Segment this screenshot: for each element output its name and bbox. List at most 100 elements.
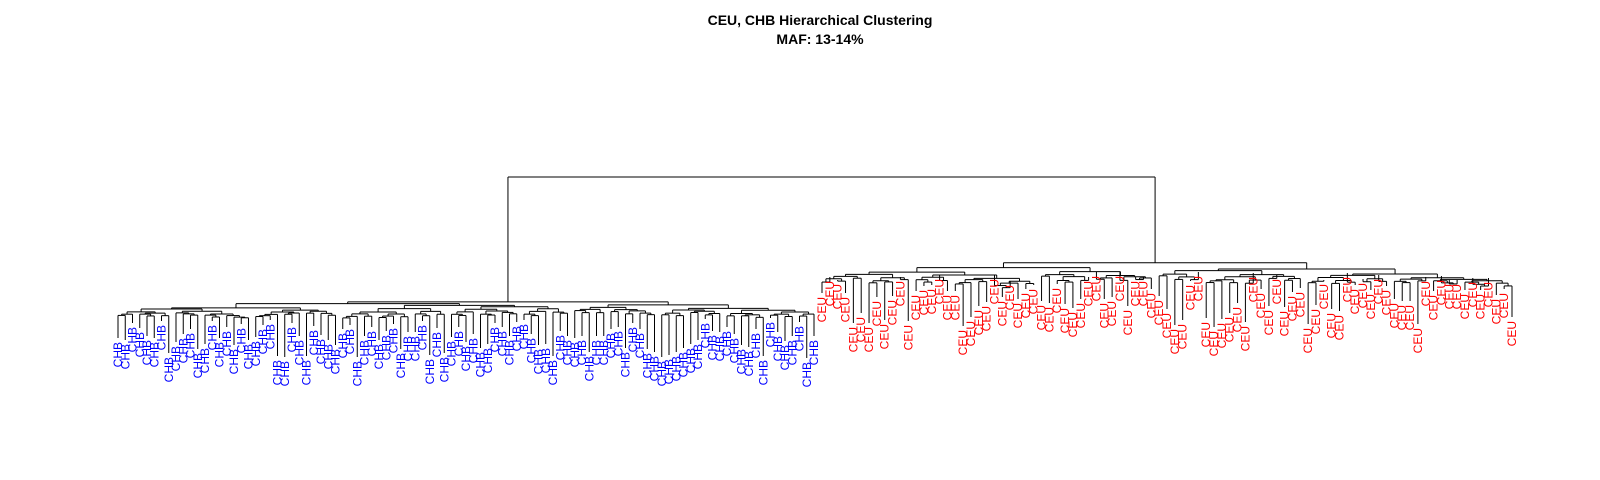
leaf-label: CEU xyxy=(1105,301,1119,326)
leaf-label: CHB xyxy=(611,331,625,356)
leaf-label: CEU xyxy=(1419,281,1433,306)
leaf-label: CEU xyxy=(1199,322,1213,347)
leaf-label: CHB xyxy=(445,341,459,366)
leaf-label: CEU xyxy=(1231,307,1245,332)
leaf-label: CEU xyxy=(1434,280,1448,305)
leaf-label: CHB xyxy=(387,328,401,353)
leaf-label: CHB xyxy=(517,324,531,349)
leaf-label: CEU xyxy=(815,297,829,322)
leaf-label: CHB xyxy=(785,340,799,365)
leaf-label: CEU xyxy=(1340,277,1354,302)
leaf-label: CEU xyxy=(1254,293,1268,318)
leaf-label: CEU xyxy=(1356,283,1370,308)
leaf-label: CEU xyxy=(948,295,962,320)
leaf-label: CEU xyxy=(1474,294,1488,319)
leaf-label: CHB xyxy=(292,340,306,365)
leaf-label: CEU xyxy=(1348,289,1362,314)
leaf-label: CHB xyxy=(756,360,770,385)
leaf-label: CHB xyxy=(546,360,560,385)
leaf-label: CHB xyxy=(619,352,633,377)
leaf-label: CEU xyxy=(1144,293,1158,318)
leaf-label: CEU xyxy=(1285,296,1299,321)
leaf-label: CHB xyxy=(568,342,582,367)
leaf-label: CEU xyxy=(1481,282,1495,307)
leaf-label: CHB xyxy=(162,357,176,382)
leaf-label: CHB xyxy=(111,342,125,367)
leaf-label: CHB xyxy=(155,325,169,350)
leaf-label: CHB xyxy=(227,349,241,374)
leaf-label: CHB xyxy=(669,356,683,381)
leaf-label: CHB xyxy=(720,331,734,356)
leaf-label: CEU xyxy=(1089,276,1103,301)
leaf-label: CEU xyxy=(1309,309,1323,334)
leaf-label: CEU xyxy=(878,324,892,349)
leaf-label: CHB xyxy=(633,333,647,358)
leaf-label: CEU xyxy=(1027,289,1041,314)
leaf-label: CEU xyxy=(823,281,837,306)
leaf-label: CEU xyxy=(1489,299,1503,324)
leaf-label: CHB xyxy=(401,336,415,361)
leaf-label: CEU xyxy=(886,300,900,325)
leaf-label: CHB xyxy=(437,357,451,382)
leaf-label: CHB xyxy=(684,348,698,373)
leaf-label: CEU xyxy=(839,297,853,322)
leaf-label: CEU xyxy=(1113,276,1127,301)
leaf-label: CHB xyxy=(503,340,517,365)
leaf-label: CEU xyxy=(862,327,876,352)
leaf-label: CHB xyxy=(198,348,212,373)
leaf-label: CEU xyxy=(1136,281,1150,306)
leaf-label: CHB xyxy=(575,340,589,365)
leaf-label: CEU xyxy=(1387,303,1401,328)
leaf-label: CHB xyxy=(713,336,727,361)
leaf-label: CEU xyxy=(1380,290,1394,315)
leaf-label: CEU xyxy=(1270,279,1284,304)
leaf-label: CHB xyxy=(662,359,676,384)
leaf-label: CHB xyxy=(278,361,292,386)
leaf-label: CHB xyxy=(140,340,154,365)
leaf-label: CEU xyxy=(1035,305,1049,330)
leaf-label: CHB xyxy=(582,356,596,381)
leaf-label: CHB xyxy=(256,329,270,354)
leaf-label: CEU xyxy=(1152,300,1166,325)
leaf-label: CEU xyxy=(933,279,947,304)
leaf-label: CEU xyxy=(1074,303,1088,328)
leaf-label: CHB xyxy=(242,344,256,369)
leaf-label: CHB xyxy=(561,340,575,365)
leaf-label: CEU xyxy=(909,295,923,320)
leaf-label: CHB xyxy=(727,338,741,363)
leaf-label: CEU xyxy=(972,310,986,335)
leaf-label: CEU xyxy=(1011,303,1025,328)
leaf-label: CEU xyxy=(1403,305,1417,330)
leaf-label: CEU xyxy=(1450,284,1464,309)
chart-title: CEU, CHB Hierarchical Clustering xyxy=(708,12,933,28)
leaf-label: CHB xyxy=(343,329,357,354)
leaf-label: CEU xyxy=(1160,313,1174,338)
leaf-label: CEU xyxy=(1184,285,1198,310)
leaf-label: CHB xyxy=(648,356,662,381)
leaf-label: CEU xyxy=(1372,279,1386,304)
leaf-label: CHB xyxy=(655,361,669,386)
leaf-label: CHB xyxy=(329,349,343,374)
leaf-label: CEU xyxy=(1097,303,1111,328)
leaf-label: CEU xyxy=(956,330,970,355)
leaf-label: CHB xyxy=(459,346,473,371)
leaf-label: CHB xyxy=(553,335,567,360)
leaf-label: CHB xyxy=(793,326,807,351)
leaf-label: CHB xyxy=(394,353,408,378)
leaf-label: CEU xyxy=(1293,292,1307,317)
leaf-label: CEU xyxy=(917,290,931,315)
leaf-label: CEU xyxy=(1442,284,1456,309)
dendrogram-tree xyxy=(117,176,1513,358)
leaf-label: CHB xyxy=(169,346,183,371)
leaf-label: CEU xyxy=(1466,282,1480,307)
leaf-label: CHB xyxy=(321,344,335,369)
leaf-label: CEU xyxy=(1395,305,1409,330)
leaf-label: CHB xyxy=(220,331,234,356)
leaf-label: CHB xyxy=(466,338,480,363)
leaf-label: CHB xyxy=(742,351,756,376)
leaf-label: CEU xyxy=(1191,276,1205,301)
leaf-label: CHB xyxy=(314,339,328,364)
leaf-label: CHB xyxy=(147,342,161,367)
leaf-label: CEU xyxy=(988,279,1002,304)
leaf-label: CHB xyxy=(474,352,488,377)
